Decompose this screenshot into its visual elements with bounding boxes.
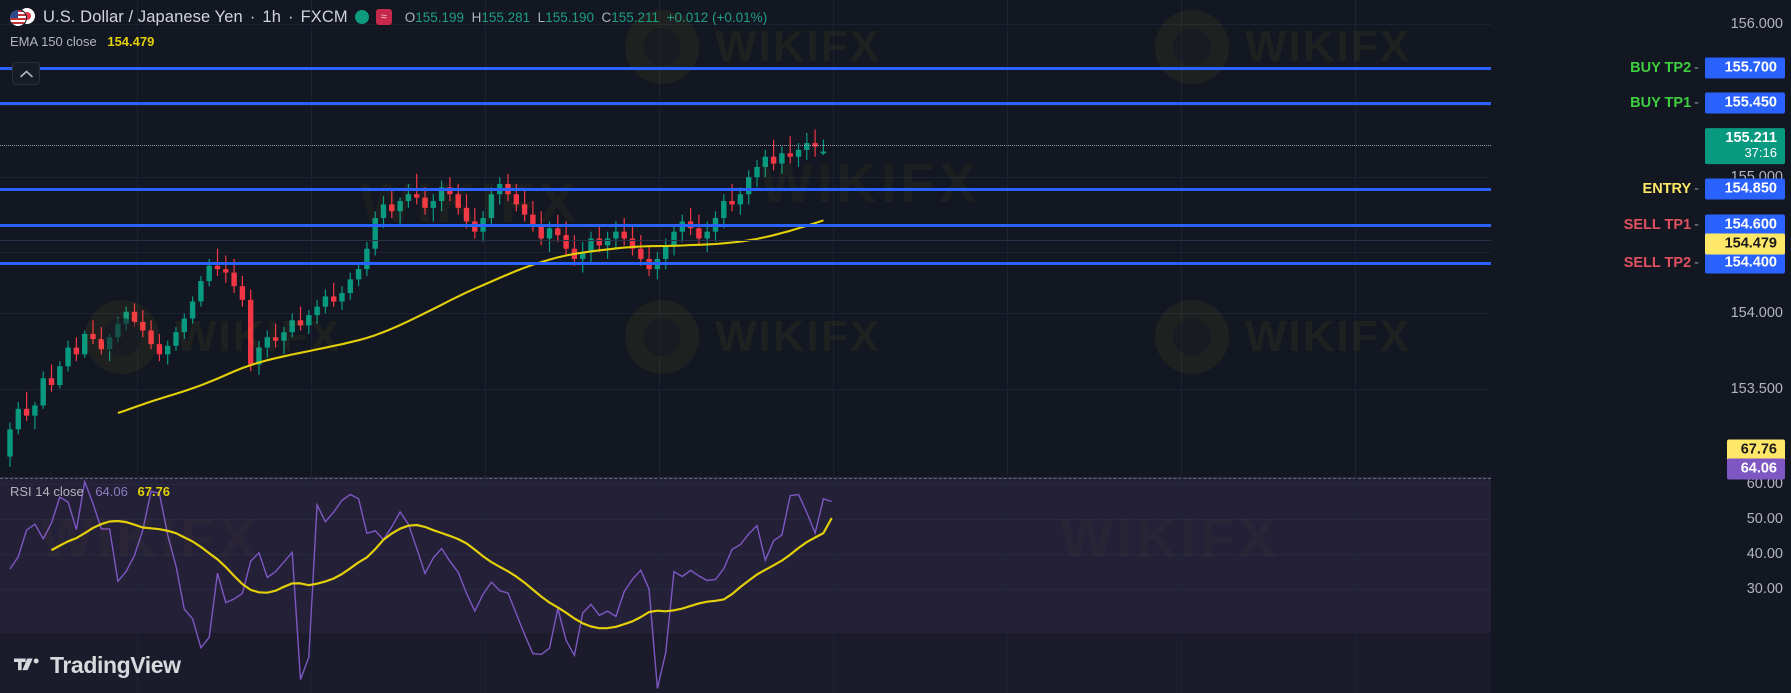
pane-divider xyxy=(0,477,1491,478)
close-label: C xyxy=(601,9,612,25)
rsi-sma-pill[interactable]: 64.06 xyxy=(1727,458,1785,480)
level-pill-sell-tp2[interactable]: 154.400 xyxy=(1705,252,1785,274)
tradingview-logo-icon xyxy=(14,658,39,671)
open-label: O xyxy=(404,9,416,25)
low-value: 155.190 xyxy=(545,9,594,25)
rsi-tick: 40.00 xyxy=(1746,546,1783,562)
price-tick: 153.500 xyxy=(1730,381,1783,397)
level-pill-entry[interactable]: 154.850 xyxy=(1705,178,1785,200)
price-tick: 154.000 xyxy=(1730,305,1783,321)
open-value: 155.199 xyxy=(415,9,465,25)
level-label-text: SELL TP2 xyxy=(1623,255,1692,271)
ema-legend-row[interactable]: EMA 150 close 154.479 xyxy=(10,34,767,49)
high-value: 155.281 xyxy=(481,9,531,25)
low-label: L xyxy=(537,9,546,25)
level-pill-sell-tp1[interactable]: 154.600 xyxy=(1705,214,1785,236)
level-pill-buy-tp2[interactable]: 155.700 xyxy=(1705,57,1785,79)
ohlc-values: O155.199 H155.281 L155.190 C155.211 +0.0… xyxy=(405,10,767,25)
current-price-line xyxy=(0,145,1491,146)
rsi-tick: 50.00 xyxy=(1746,511,1783,527)
rsi-legend[interactable]: RSI 14 close 64.06 67.76 xyxy=(10,484,170,499)
bar-countdown: 37:16 xyxy=(1744,145,1777,161)
level-label-entry[interactable]: ENTRY - xyxy=(1642,181,1699,197)
rsi-tick: 60.00 xyxy=(1746,476,1783,492)
candlestick-series xyxy=(7,129,827,467)
price-scale[interactable]: 156.000 155.500 155.000 154.000 153.500 … xyxy=(1491,0,1791,693)
level-label-buy-tp1[interactable]: BUY TP1- xyxy=(1630,95,1699,111)
tradingview-wordmark: TradingView xyxy=(50,652,181,678)
level-label-text: SELL TP1 xyxy=(1623,217,1692,233)
interval-label[interactable]: 1h xyxy=(262,7,281,26)
level-label-text: BUY TP1 xyxy=(1630,95,1692,111)
level-line-buy-tp2[interactable] xyxy=(0,67,1491,70)
price-tick: 156.000 xyxy=(1730,16,1783,32)
symbol-flags xyxy=(10,8,36,26)
symbol-separator: · xyxy=(249,7,256,26)
collapse-legend-button[interactable] xyxy=(12,62,40,85)
current-price-pill[interactable]: 155.211 37:16 xyxy=(1705,128,1785,164)
rsi-value: 67.76 xyxy=(137,484,171,499)
rsi-pane[interactable] xyxy=(0,478,1491,693)
rsi-tick: 30.00 xyxy=(1746,581,1783,597)
tradingview-branding[interactable]: TradingView xyxy=(14,652,181,679)
ema-legend-name: EMA 150 close xyxy=(10,34,97,49)
high-label: H xyxy=(471,9,482,25)
rsi-sma-value: 64.06 xyxy=(95,484,128,499)
level-label-buy-tp2[interactable]: BUY TP2- xyxy=(1630,60,1699,76)
symbol-separator: · xyxy=(287,7,294,26)
ema-legend-value: 154.479 xyxy=(107,34,155,49)
market-open-dot-icon[interactable] xyxy=(354,10,369,24)
rsi-series xyxy=(9,479,833,689)
symbol-legend-row[interactable]: U.S. Dollar / Japanese Yen · 1h · FXCM ≈… xyxy=(10,6,767,28)
level-line-sell-tp1[interactable] xyxy=(0,224,1491,227)
rsi-value-pill[interactable]: 67.76 xyxy=(1727,439,1785,461)
level-line-buy-tp1[interactable] xyxy=(0,102,1491,105)
ema-price-pill[interactable]: 154.479 xyxy=(1705,233,1785,255)
level-line-sell-tp2[interactable] xyxy=(0,262,1491,265)
close-value: 155.211 xyxy=(611,9,660,25)
level-label-text: BUY TP2 xyxy=(1630,60,1692,76)
level-label-text: ENTRY xyxy=(1642,181,1692,197)
price-pane[interactable] xyxy=(0,0,1491,477)
level-pill-buy-tp1[interactable]: 155.450 xyxy=(1705,92,1785,114)
level-line-entry[interactable] xyxy=(0,188,1491,191)
exchange-label[interactable]: FXCM xyxy=(300,7,348,26)
level-label-sell-tp1[interactable]: SELL TP1- xyxy=(1623,217,1699,233)
current-price-value: 155.211 xyxy=(1725,130,1777,147)
chevron-up-icon xyxy=(19,69,33,77)
rsi-legend-name: RSI 14 close xyxy=(10,484,84,499)
chart-legend: U.S. Dollar / Japanese Yen · 1h · FXCM ≈… xyxy=(10,6,767,49)
heikin-ashi-icon[interactable]: ≈ xyxy=(375,9,392,25)
us-flag-icon xyxy=(10,10,26,26)
symbol-name[interactable]: U.S. Dollar / Japanese Yen xyxy=(43,7,243,26)
level-label-sell-tp2[interactable]: SELL TP2- xyxy=(1623,255,1699,271)
change-absolute: +0.012 xyxy=(666,9,709,25)
change-percent: (+0.01%) xyxy=(712,9,768,25)
